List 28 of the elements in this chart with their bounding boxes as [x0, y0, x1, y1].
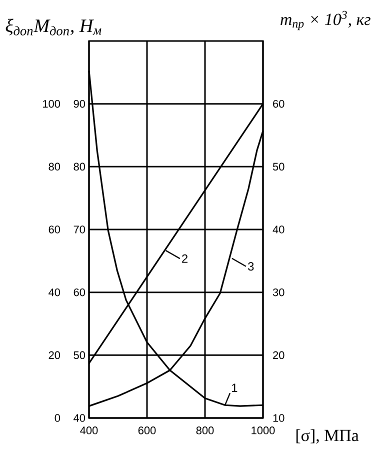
y-tick-label: 40 [48, 288, 60, 296]
y-axis-title: ξ$_{доп}$M$_{доп}$, H$_{м}$ [6, 18, 102, 36]
y2-tick-label: 10 [273, 414, 284, 422]
y2-tick-label: 60 [273, 100, 284, 108]
y2-tick-label: 40 [272, 226, 284, 234]
y2-tick-label: 30 [272, 288, 284, 296]
y-tick-label: 60 [48, 226, 60, 234]
y2-tick-label: 50 [272, 162, 284, 171]
x-tick-label: 1000 [252, 426, 275, 434]
annotation: 3 [248, 262, 254, 271]
y3-tick-label: 50 [74, 351, 86, 360]
y2-tick-label: 20 [273, 351, 284, 360]
x-axis-title: [σ], МПа [296, 429, 359, 444]
y3-tick-label: 60 [74, 288, 86, 296]
y-tick-label: 0 [54, 414, 60, 422]
annotation: 2 [182, 254, 188, 263]
y3-tick-label: 80 [74, 162, 86, 171]
y-tick-label: 80 [48, 162, 60, 171]
y2-axis-title: m$_{пр}$ × 10$^{3}$, кг [280, 10, 370, 30]
x-tick-label: 800 [196, 426, 214, 434]
y3-tick-label: 90 [74, 100, 86, 108]
x-tick-label: 600 [138, 426, 156, 434]
y-tick-label: 20 [48, 351, 60, 360]
y3-tick-label: 70 [74, 226, 86, 234]
y3-tick-label: 40 [74, 414, 86, 422]
annotation: 1 [232, 384, 238, 392]
x-tick-label: 400 [80, 426, 98, 434]
y-tick-label: 100 [43, 100, 60, 108]
